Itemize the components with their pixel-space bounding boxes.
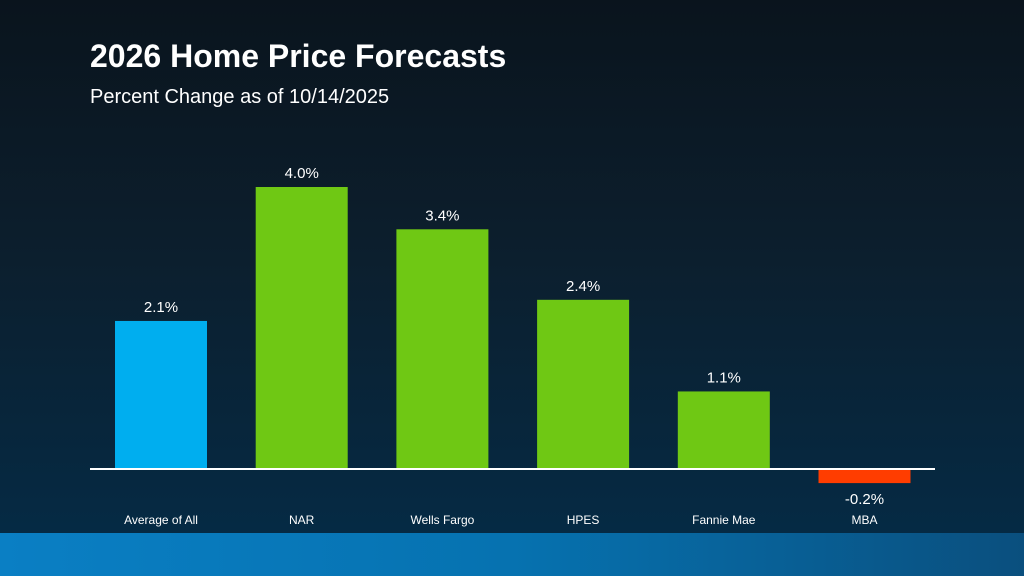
category-label: Average of All	[124, 513, 198, 527]
bar-3	[537, 299, 630, 469]
footer-band	[0, 533, 1024, 576]
bar-4	[677, 391, 770, 469]
category-label: MBA	[851, 513, 877, 527]
data-label: 3.4%	[425, 207, 459, 224]
category-label: NAR	[289, 513, 315, 527]
category-label: HPES	[567, 513, 600, 527]
data-label: 2.4%	[566, 278, 600, 295]
bar-5	[818, 469, 911, 484]
bar-2	[396, 229, 489, 469]
bar-0	[115, 320, 207, 469]
category-label: Fannie Mae	[692, 513, 756, 527]
data-label: 4.0%	[285, 165, 319, 182]
chart-title: 2026 Home Price Forecasts	[90, 38, 507, 74]
data-label: -0.2%	[845, 491, 884, 508]
chart-subtitle: Percent Change as of 10/14/2025	[90, 86, 390, 108]
bar-1	[255, 187, 348, 469]
data-label: 2.1%	[144, 299, 178, 316]
data-label: 1.1%	[707, 369, 741, 386]
category-label: Wells Fargo	[411, 513, 475, 527]
